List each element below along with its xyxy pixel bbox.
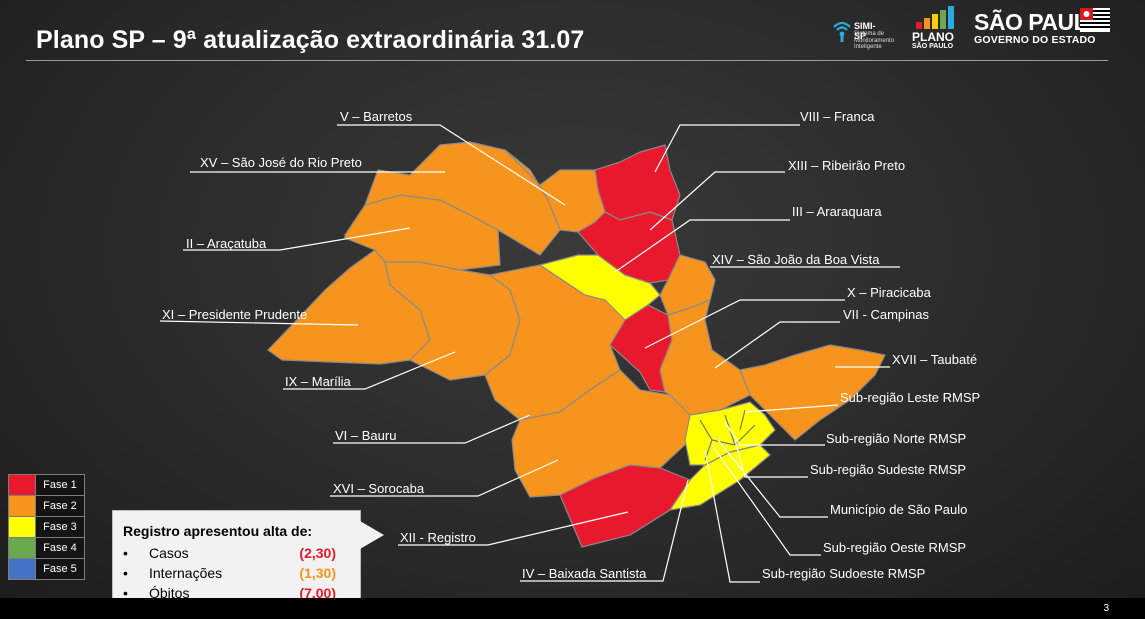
- info-item-name: Casos: [149, 545, 189, 561]
- legend-swatch: [8, 474, 36, 496]
- label-taubate: XVII – Taubaté: [892, 352, 977, 367]
- label-sorocaba: XVI – Sorocaba: [333, 481, 425, 496]
- info-item: • Internações (1,30): [123, 563, 350, 583]
- label-franca: VIII – Franca: [800, 109, 875, 124]
- label-rmsp-norte: Sub-região Norte RMSP: [826, 431, 966, 446]
- info-title: Registro apresentou alta de:: [123, 523, 313, 539]
- label-leader-lines: [159, 124, 900, 583]
- region-labels: V – Barretos XV – São José do Rio Preto …: [162, 109, 980, 581]
- label-baixada-santista: IV – Baixada Santista: [522, 566, 647, 581]
- legend-label: Fase 2: [35, 495, 85, 517]
- label-piracicaba: X – Piracicaba: [847, 285, 932, 300]
- region-franca[interactable]: [594, 144, 681, 221]
- label-rmsp-oeste: Sub-região Oeste RMSP: [823, 540, 966, 555]
- label-aracatuba: II – Araçatuba: [186, 236, 267, 251]
- plano-bars-icon: [916, 6, 958, 29]
- header-logos: SIMI-SP Sistema de Monitoramento Intelig…: [828, 6, 1118, 58]
- label-araraquara: III – Araraquara: [792, 204, 882, 219]
- registro-info-callout: Registro apresentou alta de: • Casos (2,…: [112, 510, 384, 611]
- legend-label: Fase 1: [35, 474, 85, 496]
- simi-logo-description: Sistema de Monitoramento Inteligente: [854, 31, 895, 50]
- label-ribeirao-preto: XIII – Ribeirão Preto: [788, 158, 905, 173]
- plano-logo-line2: SÃO PAULO: [912, 43, 954, 50]
- plano-logo-line1: PLANO: [912, 30, 954, 44]
- legend-item: Fase 1: [8, 474, 85, 496]
- info-item-value: (2,30): [299, 545, 336, 561]
- info-item-value: (7,00): [299, 585, 336, 601]
- footer-bar: 3: [0, 598, 1145, 619]
- region-sorocaba[interactable]: [511, 369, 691, 498]
- info-item: • Casos (2,30): [123, 543, 350, 563]
- label-sao-joao: XIV – São João da Boa Vista: [712, 252, 880, 267]
- info-item: • Óbitos (7,00): [123, 583, 350, 603]
- legend-label: Fase 3: [35, 516, 85, 538]
- label-rmsp-sudoeste: Sub-região Sudoeste RMSP: [762, 566, 925, 581]
- label-campinas: VII - Campinas: [843, 307, 929, 322]
- page-title: Plano SP – 9ª atualização extraordinária…: [36, 26, 585, 54]
- label-rmsp-leste: Sub-região Leste RMSP: [840, 390, 980, 405]
- region-taubate[interactable]: [739, 344, 886, 441]
- legend-swatch: [8, 537, 36, 559]
- label-marilia: IX – Marília: [285, 374, 352, 389]
- legend-label: Fase 4: [35, 537, 85, 559]
- phase-legend: Fase 1 Fase 2 Fase 3 Fase 4 Fase 5: [8, 474, 85, 580]
- region-ribeirao-preto[interactable]: [577, 211, 681, 284]
- label-registro: XII - Registro: [400, 530, 476, 545]
- legend-swatch: [8, 495, 36, 517]
- legend-item: Fase 3: [8, 516, 85, 538]
- label-bauru: VI – Bauru: [335, 428, 396, 443]
- legend-item: Fase 4: [8, 537, 85, 559]
- title-divider: [26, 60, 1108, 61]
- info-item-name: Internações: [149, 565, 223, 581]
- page-number: 3: [1103, 603, 1109, 614]
- governo-sp-logo: SÃO PAULO GOVERNO DO ESTADO: [974, 8, 1110, 46]
- simi-logo-name: SIMI-SP: [854, 21, 876, 41]
- label-rmsp-sudeste: Sub-região Sudeste RMSP: [810, 462, 966, 477]
- legend-swatch: [8, 516, 36, 538]
- label-presidente-prudente: XI – Presidente Prudente: [162, 307, 307, 322]
- plano-sp-logo: PLANO SÃO PAULO: [912, 6, 958, 51]
- legend-item: Fase 5: [8, 558, 85, 580]
- label-municipio-sp: Município de São Paulo: [830, 502, 967, 517]
- label-barretos: V – Barretos: [340, 109, 413, 124]
- sp-flag-icon: [1080, 8, 1110, 32]
- simi-wifi-icon: [833, 21, 851, 42]
- legend-item: Fase 2: [8, 495, 85, 517]
- info-item-name: Óbitos: [149, 585, 190, 601]
- governo-logo-subtitle: GOVERNO DO ESTADO: [974, 34, 1096, 46]
- label-rio-preto: XV – São José do Rio Preto: [200, 155, 362, 170]
- legend-label: Fase 5: [35, 558, 85, 580]
- legend-swatch: [8, 558, 36, 580]
- info-item-value: (1,30): [299, 565, 336, 581]
- simi-sp-logo: SIMI-SP Sistema de Monitoramento Intelig…: [832, 17, 894, 50]
